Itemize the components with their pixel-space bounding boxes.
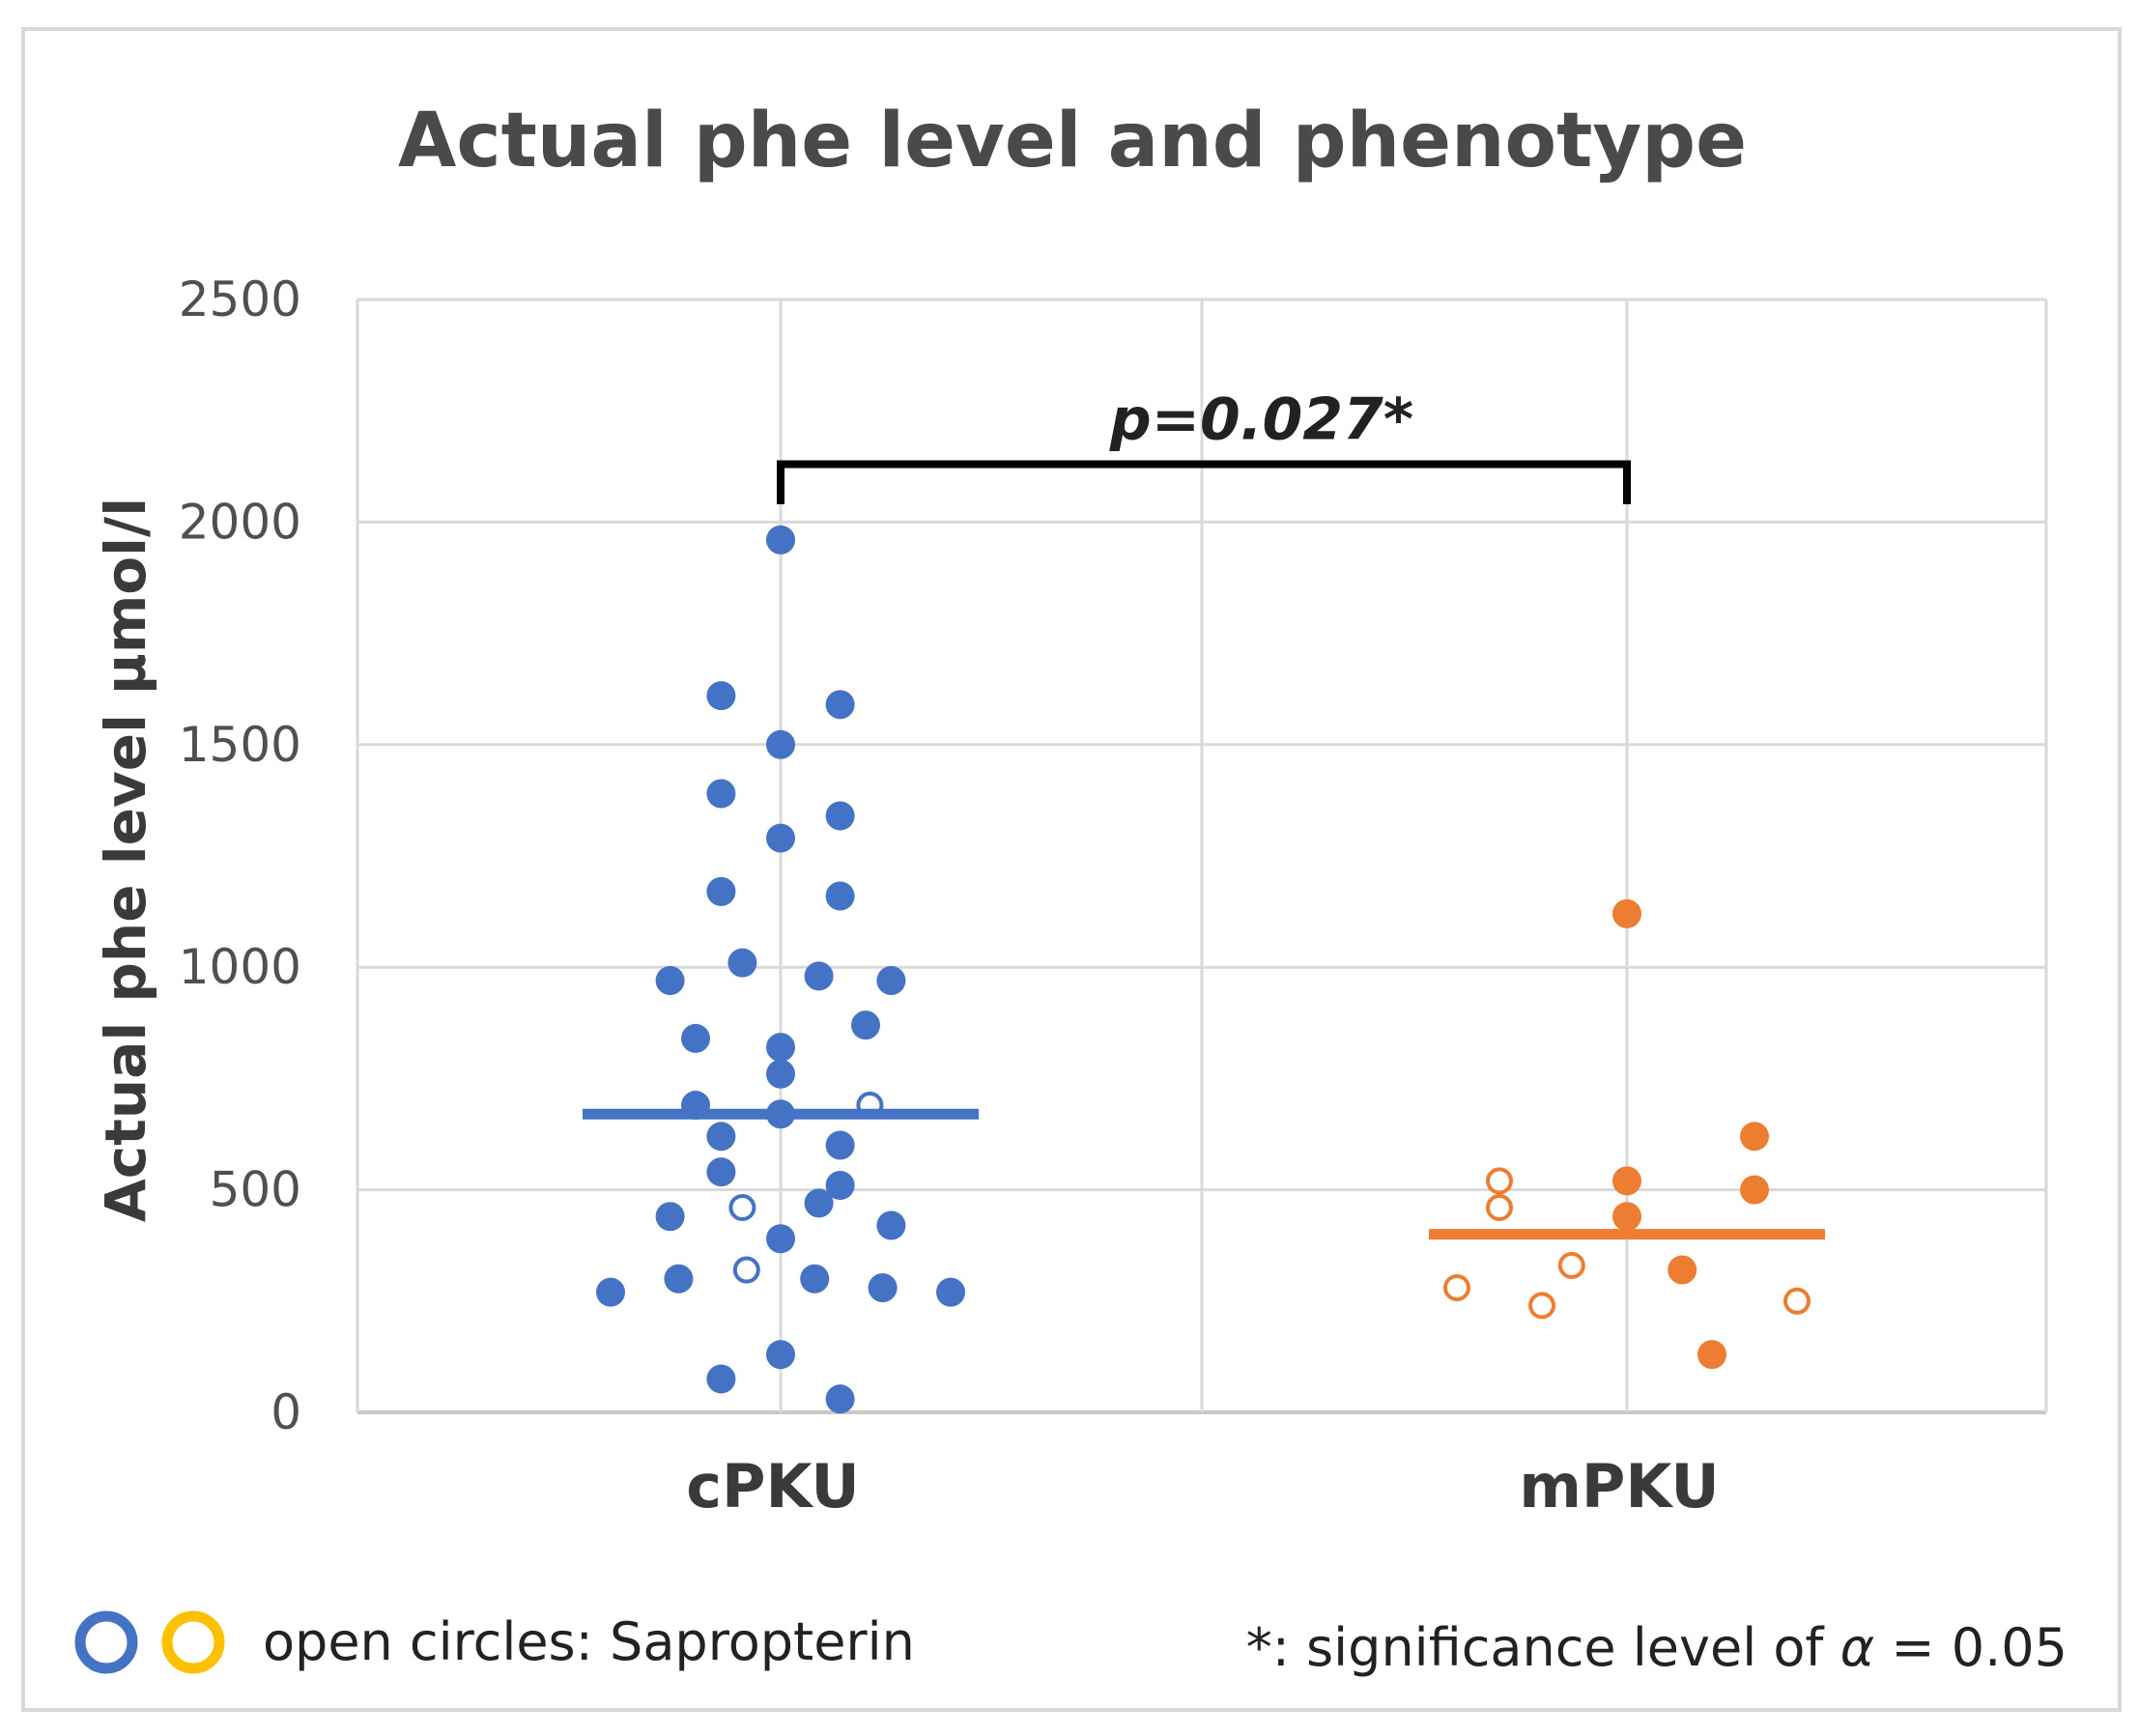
cPKU-point (655, 966, 685, 996)
significance-note-suffix: = 0.05 (1874, 1617, 2068, 1678)
cPKU-point (851, 1010, 880, 1040)
mPKU-point-open (1528, 1292, 1555, 1320)
cPKU-point (825, 1130, 855, 1160)
cPKU-point (706, 1364, 736, 1394)
legend-yellow-open-circle-icon (161, 1610, 225, 1674)
y-tick-label: 2500 (179, 271, 301, 327)
cPKU-point (825, 1170, 855, 1200)
mPKU-point-open (1486, 1167, 1513, 1195)
cPKU-point (825, 1384, 855, 1414)
cPKU-point-open (732, 1256, 760, 1284)
cPKU-point (825, 690, 855, 720)
mPKU-point-open (1557, 1251, 1585, 1279)
y-tick-label: 2000 (179, 494, 301, 550)
significance-bracket (777, 460, 1631, 504)
y-tick-label: 0 (271, 1384, 301, 1440)
cPKU-point (876, 1210, 906, 1240)
x-category-label: cPKU (686, 1451, 860, 1522)
cPKU-point (681, 1023, 710, 1053)
cPKU-point (766, 823, 795, 853)
legend-blue-open-circle-icon (74, 1610, 138, 1674)
cPKU-point (766, 1059, 795, 1089)
mPKU-point (1612, 1202, 1641, 1232)
chart-title: Actual phe level and phenotype (398, 98, 1747, 185)
bracket-line (777, 460, 1631, 504)
mPKU-point (1740, 1175, 1769, 1205)
cPKU-point (706, 1157, 736, 1187)
significance-note-alpha: α (1840, 1617, 1875, 1678)
x-category-label: mPKU (1519, 1451, 1719, 1522)
cPKU-point (766, 525, 795, 555)
cPKU-point (868, 1272, 898, 1302)
cPKU-point (825, 881, 855, 911)
cPKU-point (655, 1202, 685, 1232)
mPKU-point-open (1783, 1287, 1811, 1315)
cPKU-point (800, 1264, 830, 1294)
cPKU-point (766, 729, 795, 759)
cPKU-point (825, 801, 855, 831)
mPKU-point (1668, 1255, 1697, 1285)
axis-layer: 0 500 1000 1500 2000 2500 cPKU mPKU (179, 271, 1720, 1522)
cPKU-point (706, 876, 736, 906)
significance-note: *: significance level of α = 0.05 (1246, 1617, 2068, 1678)
y-tick-label: 1000 (179, 939, 301, 995)
cPKU-point (766, 1224, 795, 1254)
cPKU-point (804, 961, 834, 991)
cPKU-point (766, 1033, 795, 1063)
mPKU-point-open (1443, 1273, 1470, 1301)
mPKU-point (1740, 1122, 1769, 1152)
cPKU-point (596, 1277, 625, 1307)
y-tick-label: 500 (210, 1162, 301, 1218)
cPKU-point (936, 1277, 965, 1307)
median-layer (583, 1108, 1825, 1240)
cPKU-point (706, 1122, 736, 1152)
cPKU-point (706, 681, 736, 711)
y-axis-label: Actual phe level µmol/l (93, 498, 158, 1222)
cPKU-point (804, 1188, 834, 1218)
cPKU-point (727, 948, 757, 978)
cPKU-point-open (728, 1194, 756, 1222)
y-tick-label: 1500 (179, 717, 301, 773)
mPKU-point-open (1486, 1194, 1513, 1222)
legend-sapropterin-label: open circles: Sapropterin (263, 1611, 915, 1672)
mPKU-point (1612, 1166, 1641, 1196)
cPKU-point (664, 1264, 694, 1294)
cPKU-point (706, 779, 736, 809)
p-value-annotation: p=0.027* (1109, 385, 1413, 453)
cPKU-point (876, 966, 906, 996)
mPKU-point (1697, 1340, 1726, 1370)
legend: open circles: Sapropterin *: significanc… (74, 1610, 2068, 1678)
points-layer (596, 525, 1811, 1414)
significance-note-prefix: *: significance level of (1246, 1617, 1840, 1678)
chart-frame (21, 27, 2122, 1712)
cPKU-point (766, 1340, 795, 1370)
mPKU-point (1612, 898, 1641, 928)
